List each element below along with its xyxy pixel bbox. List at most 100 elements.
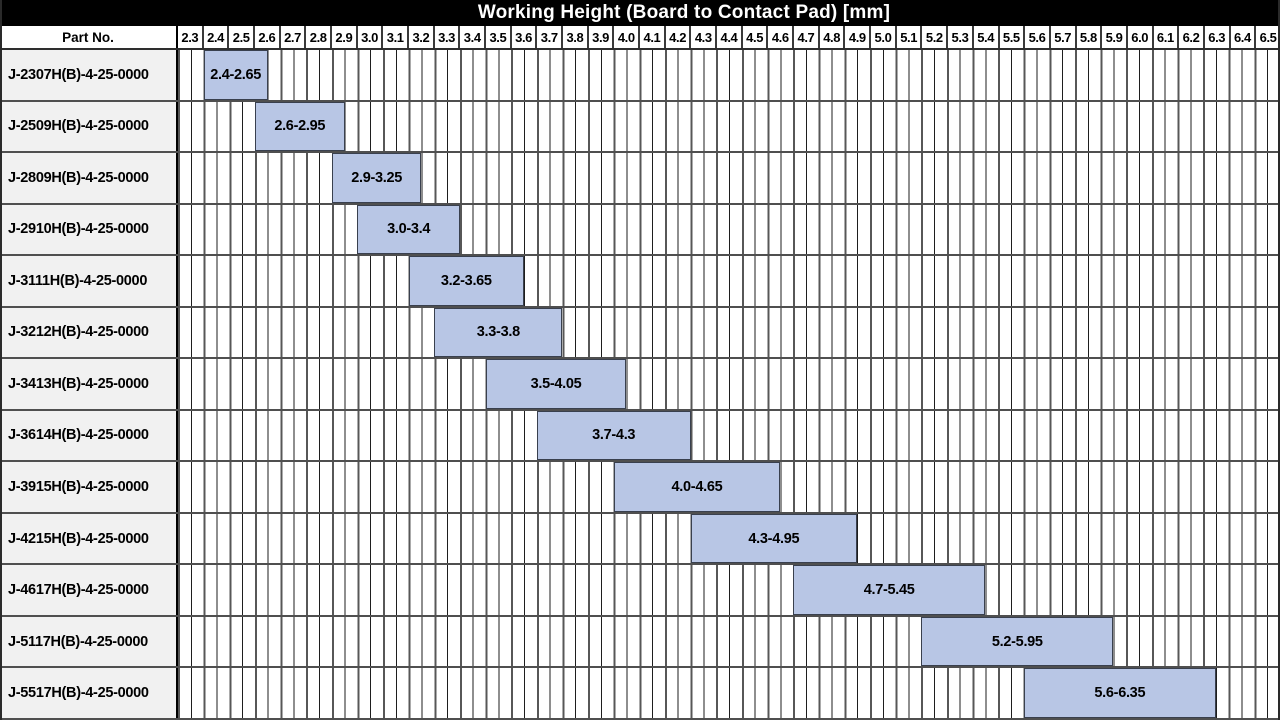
table-row: J-2910H(B)-4-25-0000 3.0-3.4	[0, 202, 1280, 255]
range-track: 4.3-4.95	[178, 513, 1280, 564]
axis-tick-6.1: 6.1	[1151, 26, 1178, 48]
part-number-cell: J-5517H(B)-4-25-0000	[0, 668, 178, 718]
axis-tick-6.4: 6.4	[1228, 26, 1255, 48]
axis-tick-2.9: 2.9	[330, 26, 356, 48]
axis-header-row: Part No. 2.3 2.4 2.5 2.6 2.7 2.8 2.9 3.0 3.1 3.2 3…	[0, 26, 1280, 50]
range-label: 3.2-3.65	[440, 272, 492, 289]
axis-tick-6.0: 6.0	[1125, 26, 1152, 48]
axis-tick-3.9: 3.9	[586, 26, 613, 48]
axis-tick-3.4: 3.4	[458, 26, 484, 48]
range-track: 2.6-2.95	[178, 101, 1280, 152]
working-height-range-bar: 2.9-3.25	[331, 153, 422, 203]
working-height-range-bar: 3.2-3.65	[408, 256, 524, 306]
working-height-range-bar: 3.3-3.8	[434, 307, 563, 358]
table-row: J-3111H(B)-4-25-0000 3.2-3.65	[0, 254, 1280, 306]
axis-tick-4.7: 4.7	[792, 26, 818, 48]
axis-tick-3.2: 3.2	[407, 26, 433, 48]
range-label: 5.2-5.95	[991, 633, 1043, 650]
range-track: 3.5-4.05	[178, 359, 1280, 409]
axis-tick-3.5: 3.5	[484, 26, 510, 48]
axis-tick-6.2: 6.2	[1177, 26, 1203, 48]
axis-tick-2.8: 2.8	[304, 26, 330, 48]
part-number-cell: J-3111H(B)-4-25-0000	[0, 256, 178, 306]
axis-tick-2.5: 2.5	[227, 26, 253, 48]
range-track: 5.2-5.95	[178, 616, 1280, 667]
table-row: J-2307H(B)-4-25-0000 2.4-2.65	[0, 50, 1280, 100]
axis-tick-2.3: 2.3	[181, 29, 199, 45]
axis-tick-5.2: 5.2	[920, 26, 946, 48]
part-no-column-header: Part No.	[0, 26, 178, 48]
axis-tick-5.7: 5.7	[1048, 26, 1075, 48]
range-track: 3.3-3.8	[178, 307, 1280, 358]
part-number-cell: J-3413H(B)-4-25-0000	[0, 359, 178, 409]
axis-tick-3.6: 3.6	[509, 26, 536, 48]
table-row: J-3212H(B)-4-25-0000 3.3-3.8	[0, 305, 1280, 358]
range-label: 4.0-4.65	[671, 479, 723, 496]
table-row: J-5117H(B)-4-25-0000 5.2-5.95	[0, 614, 1280, 667]
part-number-cell: J-5117H(B)-4-25-0000	[0, 616, 178, 667]
working-height-range-bar: 5.2-5.95	[921, 616, 1114, 667]
axis-tick-4.6: 4.6	[766, 26, 792, 48]
axis-tick-5.9: 5.9	[1100, 26, 1126, 48]
axis-tick-6.5: 6.5	[1254, 26, 1280, 48]
range-track: 4.0-4.65	[178, 462, 1280, 512]
axis-tick-3.7: 3.7	[535, 26, 561, 48]
axis-tick-3.3: 3.3	[432, 26, 459, 48]
table-row: J-2509H(B)-4-25-0000 2.6-2.95	[0, 99, 1280, 152]
part-number-cell: J-2809H(B)-4-25-0000	[0, 153, 178, 203]
range-label: 4.3-4.95	[748, 530, 800, 547]
axis-tick-4.5: 4.5	[740, 26, 767, 48]
working-height-range-bar: 4.7-5.45	[793, 565, 986, 615]
axis-tick-4.3: 4.3	[689, 26, 715, 48]
part-number-cell: J-3614H(B)-4-25-0000	[0, 410, 178, 461]
part-number-cell: J-4215H(B)-4-25-0000	[0, 513, 178, 564]
table-row: J-5517H(B)-4-25-0000 5.6-6.35	[0, 666, 1280, 718]
axis-tick-4.9: 4.9	[843, 26, 869, 48]
part-number-cell: J-2910H(B)-4-25-0000	[0, 204, 178, 255]
range-label: 2.4-2.65	[210, 66, 262, 83]
range-label: 5.6-6.35	[1094, 685, 1146, 702]
axis-tick-5.5: 5.5	[997, 26, 1024, 48]
table-row: J-3915H(B)-4-25-0000 4.0-4.65	[0, 460, 1280, 512]
axis-tick-4.8: 4.8	[817, 26, 844, 48]
table-row: J-4215H(B)-4-25-0000 4.3-4.95	[0, 511, 1280, 564]
axis-tick-5.8: 5.8	[1074, 26, 1101, 48]
range-track: 3.0-3.4	[178, 204, 1280, 255]
table-row: J-3413H(B)-4-25-0000 3.5-4.05	[0, 357, 1280, 409]
range-label: 3.5-4.05	[530, 375, 582, 392]
axis-tick-2.7: 2.7	[278, 26, 305, 48]
axis-tick-4.2: 4.2	[663, 26, 690, 48]
range-track: 5.6-6.35	[178, 668, 1280, 718]
range-track: 3.7-4.3	[178, 410, 1280, 461]
range-track: 3.2-3.65	[178, 256, 1280, 306]
chart-body: J-2307H(B)-4-25-0000 2.4-2.65 J-2509H(B)-4…	[0, 50, 1280, 720]
range-label: 2.6-2.95	[274, 118, 326, 135]
table-row: J-2809H(B)-4-25-0000 2.9-3.25	[0, 151, 1280, 203]
range-label: 3.3-3.8	[476, 324, 520, 341]
working-height-range-bar: 4.3-4.95	[690, 513, 858, 564]
axis-tick-4.0: 4.0	[612, 26, 638, 48]
part-number-cell: J-4617H(B)-4-25-0000	[0, 565, 178, 615]
chart-title: Working Height (Board to Contact Pad) [m…	[0, 0, 1280, 26]
range-track: 2.4-2.65	[178, 50, 1280, 100]
axis-tick-row: 2.3 2.4 2.5 2.6 2.7 2.8 2.9 3.0 3.1 3.2 3.3 3.4 3.5 3…	[178, 26, 1280, 48]
range-track: 2.9-3.25	[178, 153, 1280, 203]
part-number-cell: J-3915H(B)-4-25-0000	[0, 462, 178, 512]
range-label: 4.7-5.45	[863, 582, 915, 599]
working-height-range-bar: 3.7-4.3	[536, 410, 691, 461]
axis-tick-3.1: 3.1	[381, 26, 407, 48]
axis-tick-5.6: 5.6	[1023, 26, 1049, 48]
axis-tick-5.1: 5.1	[894, 26, 921, 48]
working-height-range-bar: 5.6-6.35	[1023, 668, 1216, 718]
axis-tick-5.0: 5.0	[869, 26, 895, 48]
range-track: 4.7-5.45	[178, 565, 1280, 615]
table-row: J-3614H(B)-4-25-0000 3.7-4.3	[0, 408, 1280, 461]
axis-tick-5.3: 5.3	[946, 26, 972, 48]
table-row: J-4617H(B)-4-25-0000 4.7-5.45	[0, 563, 1280, 615]
range-label: 3.0-3.4	[387, 221, 431, 238]
axis-tick-2.4: 2.4	[201, 26, 228, 48]
axis-tick-4.4: 4.4	[715, 26, 741, 48]
part-number-cell: J-2307H(B)-4-25-0000	[0, 50, 178, 100]
working-height-range-bar: 4.0-4.65	[613, 462, 781, 512]
